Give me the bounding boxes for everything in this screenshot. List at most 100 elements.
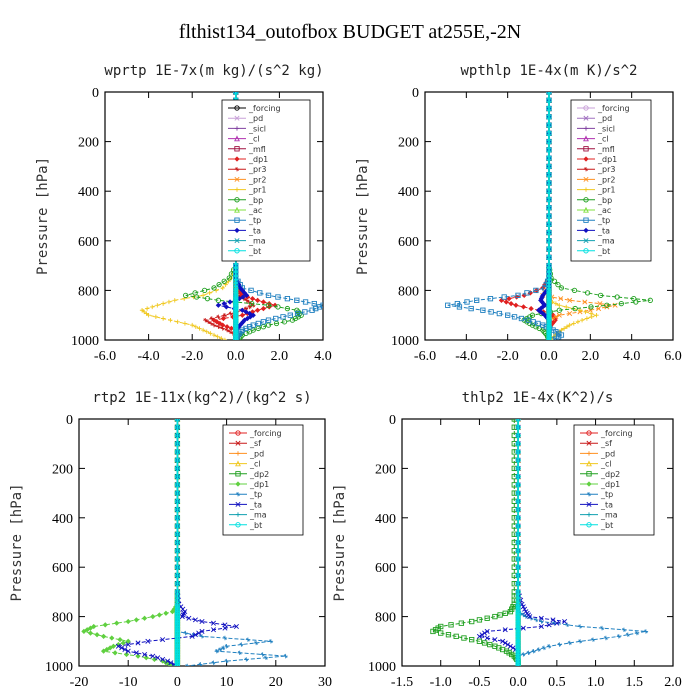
data-point [546, 312, 552, 318]
data-point [515, 620, 521, 626]
data-point [546, 246, 552, 252]
data-point [174, 572, 181, 579]
data-point [174, 601, 181, 607]
data-point [515, 490, 521, 496]
chart-title: wprtp 1E-7x(m kg)/(s^2 kg) [104, 63, 323, 79]
data-point [488, 309, 494, 315]
data-point [557, 642, 562, 647]
x-tick-label: 20 [269, 675, 283, 690]
data-point [546, 320, 552, 327]
data-point [255, 325, 261, 332]
data-point [510, 645, 516, 651]
data-point [515, 523, 521, 529]
data-point [515, 498, 521, 504]
data-point [233, 320, 239, 327]
data-point [174, 609, 181, 615]
data-point [174, 531, 181, 537]
data-point [284, 305, 291, 312]
data-point [539, 619, 544, 624]
data-point [233, 322, 239, 328]
data-point [527, 320, 533, 327]
data-point [208, 331, 213, 336]
data-point [553, 329, 559, 335]
data-point [515, 618, 521, 625]
data-point [233, 330, 239, 337]
data-point [546, 310, 552, 317]
data-point [226, 275, 232, 281]
data-point [174, 656, 181, 663]
legend-marker [234, 146, 240, 152]
data-point [505, 312, 511, 318]
data-point [521, 292, 527, 298]
legend-label: _ma [600, 511, 618, 520]
legend-marker [235, 460, 241, 467]
data-point [174, 653, 181, 659]
data-point [100, 648, 107, 654]
data-point [513, 294, 520, 300]
y-tick-label: 1000 [391, 334, 419, 349]
data-point [135, 653, 141, 659]
data-point [527, 614, 533, 620]
data-point [248, 287, 254, 294]
data-point [577, 624, 583, 629]
legend-marker [235, 430, 241, 436]
data-point [199, 628, 205, 634]
legend-label: _pr2 [248, 175, 266, 184]
data-point [150, 653, 156, 659]
data-point [150, 304, 155, 310]
data-point [211, 322, 217, 328]
data-point [456, 304, 463, 310]
x-tick-label: 1.0 [587, 675, 605, 690]
data-point [445, 302, 451, 308]
data-point [119, 645, 125, 651]
data-point [515, 635, 521, 641]
data-point [295, 314, 301, 320]
data-point [146, 313, 151, 318]
data-point [546, 319, 552, 325]
data-point [492, 643, 498, 649]
data-point [199, 619, 205, 625]
data-point [215, 334, 220, 339]
data-point [168, 660, 174, 666]
data-point [584, 290, 591, 296]
legend-box [221, 99, 311, 262]
legend-label: _dp1 [249, 480, 269, 489]
data-point [174, 613, 181, 620]
y-axis-label: Pressure [hPa] [332, 483, 348, 601]
legend-label: _cl [248, 135, 260, 144]
data-point [515, 581, 521, 587]
data-point [233, 300, 239, 307]
data-point [268, 639, 274, 644]
data-point [511, 314, 518, 320]
data-point [546, 138, 552, 145]
data-point [320, 302, 323, 308]
data-point [468, 305, 474, 312]
data-point [294, 297, 300, 303]
x-tick-label: 4.0 [314, 349, 332, 364]
data-point [546, 334, 552, 340]
data-point [193, 294, 200, 300]
data-point [174, 620, 181, 626]
data-point [287, 312, 293, 318]
data-point [438, 630, 444, 636]
data-point [174, 625, 181, 631]
data-point [515, 609, 521, 615]
data-point [160, 637, 166, 643]
legend-marker [234, 206, 240, 213]
data-point [500, 646, 506, 653]
data-point [546, 644, 552, 649]
data-point [215, 297, 222, 303]
data-point [515, 548, 521, 554]
data-point [546, 302, 552, 308]
data-point [174, 622, 181, 628]
data-point [102, 622, 108, 628]
data-point [546, 297, 552, 303]
data-point [313, 305, 319, 312]
data-point [625, 632, 631, 637]
data-point [125, 648, 131, 654]
data-point [110, 643, 117, 649]
data-point [529, 312, 536, 318]
legend-label: _sicl [597, 124, 615, 133]
legend-marker [235, 440, 241, 446]
data-point [104, 646, 110, 653]
